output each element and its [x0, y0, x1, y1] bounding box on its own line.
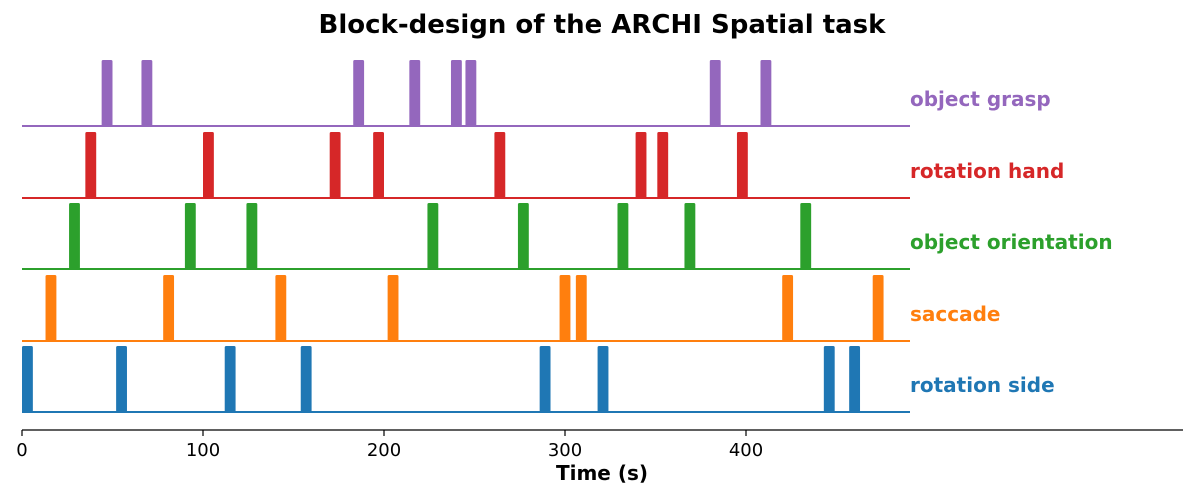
block-bar [163, 275, 175, 341]
block-bar [329, 132, 341, 198]
block-bar [450, 60, 462, 126]
block-bar [116, 346, 127, 412]
block-bar [409, 60, 421, 126]
chart-title: Block-design of the ARCHI Spatial task [318, 10, 886, 40]
block-bar [373, 132, 384, 198]
x-axis-label: Time (s) [555, 461, 649, 485]
block-bar [184, 203, 196, 269]
block-bar [617, 203, 629, 269]
block-bar [559, 275, 571, 341]
x-tick-label: 0 [16, 440, 27, 461]
block-bar [517, 203, 529, 269]
block-bar [872, 275, 884, 341]
series-label: rotation hand [910, 159, 1064, 183]
block-bar [657, 132, 669, 198]
block-bar [800, 203, 812, 269]
series-label: object orientation [910, 230, 1113, 254]
block-bar [760, 60, 772, 126]
block-bar [275, 275, 287, 341]
block-bar [101, 60, 113, 126]
block-bar [427, 203, 439, 269]
series-label: saccade [910, 302, 1001, 326]
block-bar [224, 346, 236, 412]
block-bar [539, 346, 551, 412]
block-bar [85, 132, 97, 198]
x-tick-label: 200 [367, 440, 401, 461]
block-bar [69, 203, 80, 269]
series-label: rotation side [910, 373, 1055, 397]
block-bar [575, 275, 587, 341]
block-bar [141, 60, 153, 126]
block-bar [782, 275, 794, 341]
block-bar [684, 203, 696, 269]
block-bar [22, 346, 33, 412]
block-bar [300, 346, 312, 412]
block-bar [246, 203, 258, 269]
block-bar [709, 60, 721, 126]
block-bar [494, 132, 506, 198]
block-bar [849, 346, 861, 412]
block-bar [353, 60, 365, 126]
block-bar [387, 275, 399, 341]
x-tick-label: 100 [186, 440, 220, 461]
block-bar [465, 60, 477, 126]
x-tick-label: 300 [548, 440, 582, 461]
block-bar [203, 132, 214, 198]
block-bar [45, 275, 57, 341]
block-bar [736, 132, 748, 198]
block-bar [597, 346, 609, 412]
block-bar [823, 346, 835, 412]
x-tick-label: 400 [729, 440, 763, 461]
series-label: object grasp [910, 87, 1051, 111]
block-bar [635, 132, 647, 198]
